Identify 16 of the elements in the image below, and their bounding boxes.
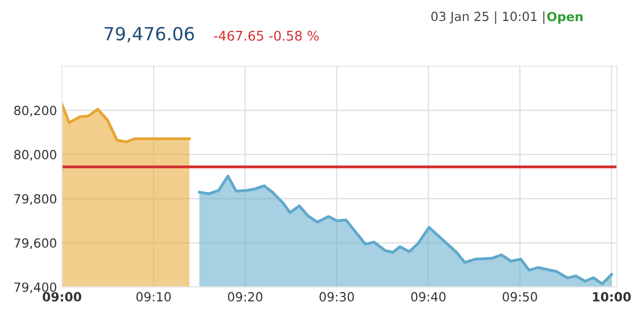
x-tick-label: 09:50	[502, 292, 538, 302]
y-tick-label: 79,400	[14, 282, 56, 294]
text: Open	[547, 12, 583, 24]
x-tick-label: 10:00	[593, 292, 631, 302]
y-tick-label: 79,800	[14, 194, 56, 205]
text: 03 Jan 25 | 10:01 |	[431, 11, 544, 24]
x-tick-label: 09:20	[228, 292, 262, 302]
y-tick-label: 80,000	[14, 150, 56, 161]
text: 79,476.06	[104, 26, 194, 42]
x-tick-label: 09:00	[42, 292, 82, 302]
x-tick-label: 09:30	[320, 292, 354, 302]
y-tick-label: 79,600	[14, 238, 56, 250]
y-tick-label: 80,200	[14, 106, 56, 116]
x-tick-label: 09:10	[136, 292, 171, 302]
x-tick-label: 09:40	[411, 292, 446, 302]
text: -467.65 -0.58 %	[214, 30, 319, 41]
